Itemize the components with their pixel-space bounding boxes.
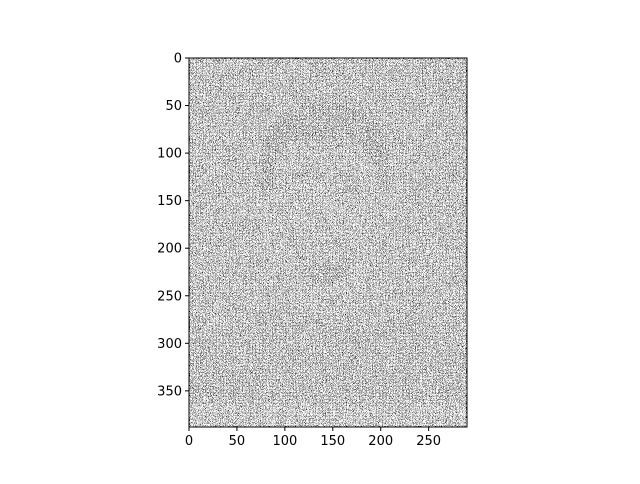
- x-tick-label: 50: [229, 434, 246, 449]
- y-tick-label: 150: [157, 194, 182, 209]
- axes-frame: [188, 57, 468, 428]
- y-tick-label: 50: [165, 99, 182, 114]
- x-tick-label: 250: [416, 434, 441, 449]
- x-tick-label: 200: [368, 434, 393, 449]
- y-tick-label: 0: [174, 52, 182, 67]
- y-tick-label: 100: [157, 147, 182, 162]
- y-tick-label: 300: [157, 337, 182, 352]
- y-axis: 0 50 100 150 200 250 300 350: [157, 52, 189, 399]
- x-tick-label: 150: [320, 434, 345, 449]
- y-tick-label: 250: [157, 289, 182, 304]
- x-tick-label: 100: [272, 434, 297, 449]
- portrait-image: [189, 58, 467, 427]
- x-axis: 0 50 100 150 200 250: [185, 427, 441, 449]
- y-tick-label: 350: [157, 384, 182, 399]
- y-tick-label: 200: [157, 242, 182, 257]
- x-tick-label: 0: [185, 434, 193, 449]
